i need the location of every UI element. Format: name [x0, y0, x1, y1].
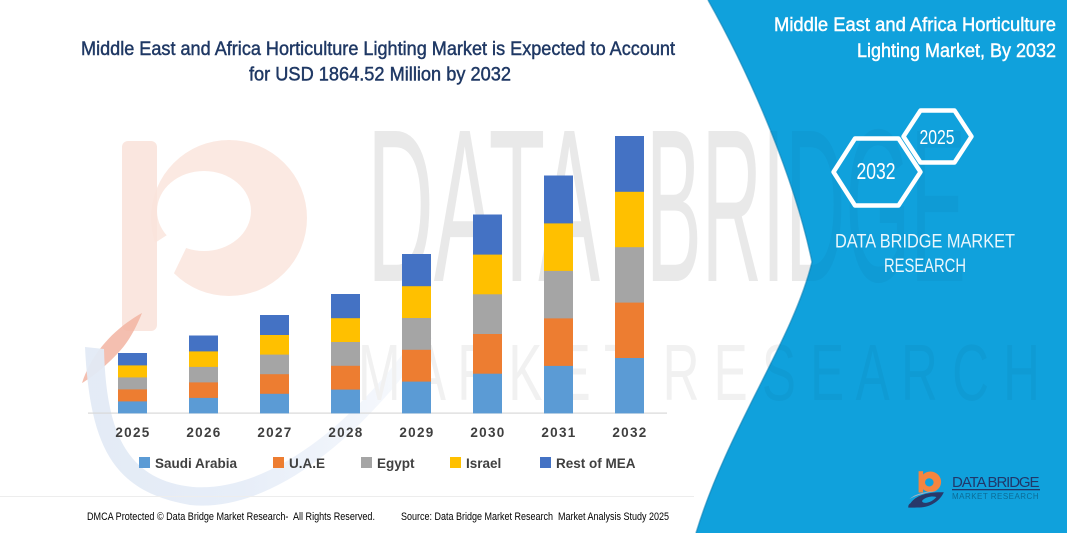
- svg-text:Saudi Arabia: Saudi Arabia: [155, 456, 238, 471]
- svg-text:Egypt: Egypt: [377, 456, 415, 471]
- svg-text:Source: Data Bridge Market Res: Source: Data Bridge Market Research Mark…: [401, 511, 669, 523]
- svg-text:RESEARCH: RESEARCH: [884, 256, 966, 277]
- svg-text:DATA BRIDGE MARKET: DATA BRIDGE MARKET: [835, 232, 1015, 253]
- svg-text:2031: 2031: [541, 425, 576, 440]
- svg-text:Lighting Market, By 2032: Lighting Market, By 2032: [857, 40, 1056, 62]
- svg-text:U.A.E: U.A.E: [289, 456, 325, 471]
- svg-text:2025: 2025: [920, 126, 955, 149]
- svg-text:Middle East and Africa Horticu: Middle East and Africa Horticulture Ligh…: [81, 38, 676, 60]
- svg-text:2029: 2029: [399, 425, 434, 440]
- svg-text:DATA BRIDGE: DATA BRIDGE: [952, 474, 1040, 491]
- svg-text:2032: 2032: [857, 158, 896, 184]
- svg-text:2027: 2027: [257, 425, 292, 440]
- svg-text:Israel: Israel: [466, 456, 501, 471]
- svg-text:Middle East and Africa Horticu: Middle East and Africa Horticulture: [774, 14, 1056, 36]
- svg-text:2025: 2025: [115, 425, 150, 440]
- svg-text:Rest of MEA: Rest of MEA: [556, 456, 636, 471]
- svg-text:2028: 2028: [328, 425, 363, 440]
- svg-text:for USD 1864.52 Million by 203: for USD 1864.52 Million by 2032: [249, 64, 511, 86]
- svg-text:2026: 2026: [186, 425, 221, 440]
- svg-text:2032: 2032: [612, 425, 647, 440]
- svg-text:DMCA Protected © Data Bridge M: DMCA Protected © Data Bridge Market Rese…: [87, 511, 375, 523]
- svg-text:MARKET RESEARCH: MARKET RESEARCH: [952, 492, 1040, 501]
- svg-text:2030: 2030: [470, 425, 505, 440]
